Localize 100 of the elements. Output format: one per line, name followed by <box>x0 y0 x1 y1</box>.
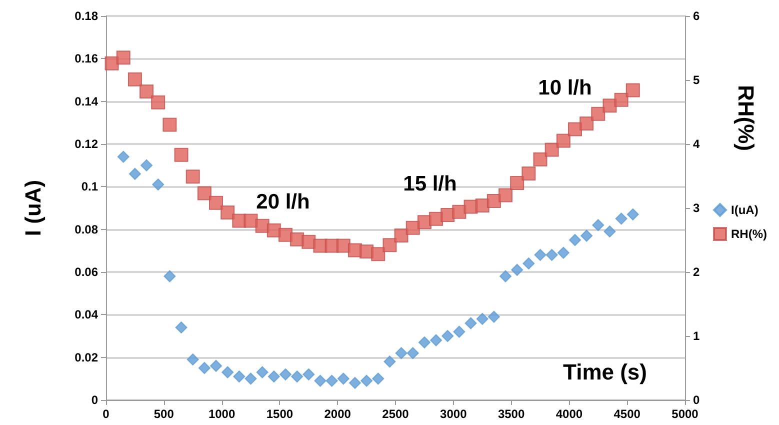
point <box>279 368 292 380</box>
y2-tick-label: 3 <box>693 201 700 215</box>
point <box>602 98 617 113</box>
y-tick-label: 0.08 <box>74 222 98 236</box>
point <box>220 205 235 220</box>
y-tick-label: 0 <box>91 393 98 407</box>
point <box>544 142 559 157</box>
point <box>615 212 628 225</box>
point <box>522 257 535 270</box>
point <box>384 356 396 368</box>
point <box>604 225 616 238</box>
point <box>268 370 280 383</box>
point <box>256 366 268 378</box>
y-tick-label: 0.18 <box>74 9 98 23</box>
point <box>117 150 130 163</box>
point <box>534 248 546 261</box>
point <box>291 370 304 383</box>
y-tick-label: 0.06 <box>74 265 98 279</box>
y-tick-label: 0.04 <box>74 308 98 322</box>
point <box>302 368 315 380</box>
point <box>326 374 338 387</box>
point <box>233 370 246 383</box>
point <box>591 106 606 121</box>
y2-tick-label: 1 <box>693 329 700 343</box>
y-axis-title: I (uA) <box>20 180 46 236</box>
point <box>209 196 224 210</box>
y-tick-label: 0.14 <box>74 94 98 108</box>
x-tick-label: 1500 <box>266 407 294 421</box>
point <box>486 194 501 208</box>
point <box>151 95 166 110</box>
y-tick-label: 0.02 <box>74 350 98 364</box>
point <box>614 92 628 107</box>
point <box>152 178 164 191</box>
point <box>406 347 419 360</box>
x-tick-label: 500 <box>154 407 174 421</box>
annotation: 20 l/h <box>256 190 310 214</box>
point <box>395 347 408 360</box>
point <box>556 134 570 148</box>
point <box>546 248 558 261</box>
point <box>128 72 142 86</box>
point <box>498 188 513 202</box>
point <box>430 334 442 346</box>
point <box>186 353 199 366</box>
point <box>360 374 373 387</box>
point <box>453 326 466 338</box>
legend-label: I(uA) <box>731 203 758 217</box>
point <box>568 122 582 136</box>
point <box>580 116 594 131</box>
point <box>371 247 386 262</box>
point <box>522 166 536 180</box>
x-tick-label: 1000 <box>208 407 236 421</box>
y-tick-label: 0.12 <box>74 137 98 151</box>
point <box>244 372 257 385</box>
point <box>337 372 350 385</box>
point <box>476 312 488 325</box>
x-tick-label: 5000 <box>672 407 699 421</box>
point <box>592 219 604 232</box>
point <box>128 168 141 180</box>
point <box>500 270 512 282</box>
point <box>140 159 153 172</box>
annotation: 15 l/h <box>403 172 457 196</box>
point <box>222 366 234 378</box>
point <box>464 317 477 330</box>
point <box>382 238 397 252</box>
y2-tick-label: 6 <box>693 9 700 23</box>
x-tick-label: 4500 <box>614 407 641 421</box>
point <box>626 208 639 220</box>
x-tick-label: 0 <box>102 407 110 421</box>
point <box>394 228 408 243</box>
point <box>533 152 548 166</box>
y-tick-label: 0.1 <box>81 180 98 194</box>
point <box>104 56 119 70</box>
point <box>174 148 188 162</box>
point <box>511 264 524 276</box>
y2-tick-label: 5 <box>693 73 700 87</box>
point <box>510 176 524 190</box>
point <box>406 220 420 235</box>
point <box>557 246 570 259</box>
point <box>175 321 188 334</box>
point <box>164 270 176 282</box>
point <box>418 336 430 348</box>
y2-tick-label: 0 <box>693 393 700 407</box>
legend-label: RH(%) <box>731 227 767 241</box>
x-tick-label: 3000 <box>440 407 468 421</box>
point <box>626 83 640 98</box>
point <box>314 374 326 387</box>
point <box>186 170 200 184</box>
x-tick-label: 3500 <box>498 407 525 421</box>
point <box>488 310 500 323</box>
x-tick-label: 2500 <box>382 407 410 421</box>
point <box>452 204 466 219</box>
y2-tick-label: 2 <box>693 265 700 279</box>
point <box>348 376 361 389</box>
point <box>197 186 212 200</box>
point <box>580 230 593 242</box>
x-tick-label: 4000 <box>556 407 583 421</box>
point <box>116 50 130 65</box>
y2-axis-title: RH(%) <box>734 85 758 151</box>
point <box>442 330 454 342</box>
point <box>210 360 222 372</box>
